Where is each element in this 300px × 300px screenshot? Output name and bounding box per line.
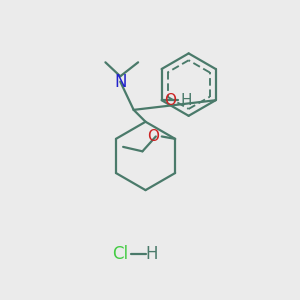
Text: H: H: [180, 93, 192, 108]
Text: N: N: [114, 73, 127, 91]
Text: Cl: Cl: [112, 245, 128, 263]
Text: O: O: [147, 129, 159, 144]
Text: O: O: [164, 93, 176, 108]
Text: H: H: [145, 245, 158, 263]
